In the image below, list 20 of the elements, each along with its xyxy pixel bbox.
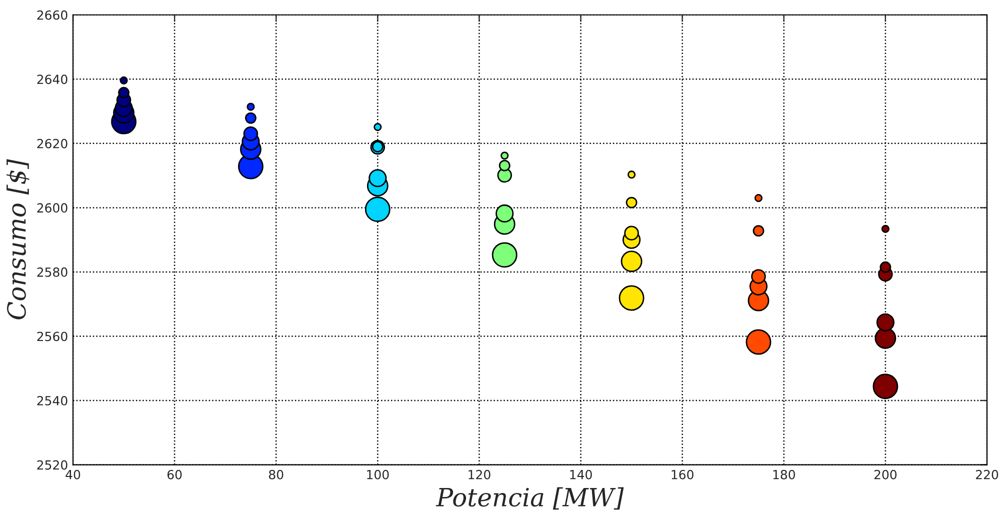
y-tick-label: 2580 xyxy=(37,267,68,277)
y-tick-label: 2520 xyxy=(37,460,68,470)
x-tick-label: 40 xyxy=(66,470,80,480)
y-tick-label: 2600 xyxy=(37,203,68,213)
y-tick-label: 2620 xyxy=(37,138,68,148)
x-tick-label: 220 xyxy=(976,470,998,480)
x-tick-label: 160 xyxy=(672,470,694,480)
y-tick-label: 2660 xyxy=(37,10,68,20)
y-tick-label: 2560 xyxy=(37,332,68,342)
x-tick-label: 120 xyxy=(468,470,490,480)
y-tick-label: 2640 xyxy=(37,74,68,84)
x-tick-label: 100 xyxy=(367,470,389,480)
x-axis-title: Potencia [MW] xyxy=(436,487,624,510)
x-tick-label: 80 xyxy=(269,470,284,480)
x-tick-label: 140 xyxy=(570,470,592,480)
x-tick-label: 180 xyxy=(773,470,795,480)
y-axis-title: Consumo [$] xyxy=(6,159,30,320)
x-tick-label: 200 xyxy=(874,470,897,480)
x-tick-label: 60 xyxy=(167,470,182,480)
y-tick-label: 2540 xyxy=(37,396,68,406)
